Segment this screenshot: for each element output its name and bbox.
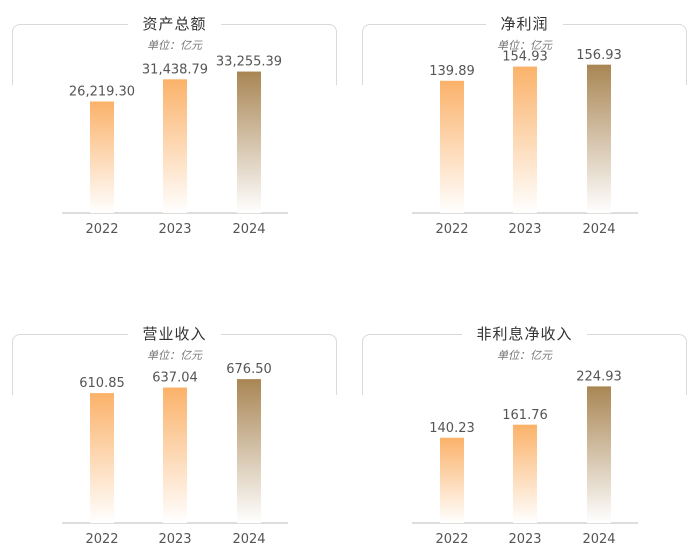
chart-header: 资产总额 单位：亿元 bbox=[12, 14, 337, 53]
bar-2024 bbox=[587, 386, 611, 523]
chart-panel-operating-revenue: 营业收入 单位：亿元 610.85 2022 637.04 2023 676.50 202… bbox=[12, 324, 337, 547]
bar-2024 bbox=[237, 379, 261, 523]
chart-header: 净利润 单位：亿元 bbox=[362, 14, 687, 53]
unit-label: 单位：亿元 bbox=[147, 349, 202, 362]
bar-2022 bbox=[90, 393, 114, 523]
bar-chart: 610.85 2022 637.04 2023 676.50 2024 bbox=[62, 362, 288, 547]
chart-title: 营业收入 bbox=[128, 324, 221, 344]
bar-top-edge bbox=[163, 79, 187, 82]
bar-2023 bbox=[163, 387, 187, 523]
bar-2023 bbox=[513, 424, 537, 523]
bar-top-edge bbox=[440, 437, 464, 441]
bar-chart: 139.89 2022 154.93 2023 156.93 2024 bbox=[412, 48, 638, 237]
chart-title: 资产总额 bbox=[128, 14, 221, 34]
bar-top-edge bbox=[513, 66, 537, 70]
x-tick-label: 2023 bbox=[158, 532, 191, 547]
data-label: 156.93 bbox=[576, 48, 622, 63]
x-tick-label: 2023 bbox=[508, 532, 541, 547]
x-tick-label: 2024 bbox=[582, 222, 615, 237]
x-tick-label: 2022 bbox=[435, 222, 468, 237]
data-label: 161.76 bbox=[502, 408, 548, 423]
x-tick-label: 2022 bbox=[435, 532, 468, 547]
bar-2022 bbox=[440, 80, 464, 213]
data-label: 637.04 bbox=[152, 371, 198, 386]
chart-panel-net-profit: 净利润 单位：亿元 139.89 2022 154.93 2023 156.93 2024 bbox=[362, 14, 687, 237]
bar-top-edge bbox=[90, 101, 114, 105]
bar-top-edge bbox=[587, 64, 611, 68]
x-tick-label: 2023 bbox=[158, 222, 191, 237]
x-tick-label: 2022 bbox=[85, 222, 118, 237]
bar-2023 bbox=[163, 79, 187, 214]
bar-top-edge bbox=[587, 386, 611, 389]
chart-header: 营业收入 单位：亿元 bbox=[12, 324, 337, 363]
data-label: 139.89 bbox=[429, 64, 475, 79]
chart-panel-total-assets: 资产总额 单位：亿元 26,219.30 2022 31,438.79 2023 33,… bbox=[12, 14, 337, 237]
data-label: 31,438.79 bbox=[142, 62, 208, 77]
chart-header: 非利息净收入 单位：亿元 bbox=[362, 324, 687, 363]
bar-2022 bbox=[440, 437, 464, 523]
bar-2023 bbox=[513, 66, 537, 214]
data-label: 676.50 bbox=[226, 362, 272, 377]
bar-top-edge bbox=[237, 379, 261, 382]
bar-top-edge bbox=[163, 387, 187, 391]
x-tick-label: 2023 bbox=[508, 222, 541, 237]
data-label: 26,219.30 bbox=[69, 85, 135, 100]
unit-label: 单位：亿元 bbox=[497, 39, 552, 52]
data-label: 224.93 bbox=[576, 369, 622, 384]
unit-label: 单位：亿元 bbox=[147, 39, 202, 52]
chart-panel-non-interest-income: 非利息净收入 单位：亿元 140.23 2022 161.76 2023 224.93 2… bbox=[362, 324, 687, 547]
data-label: 610.85 bbox=[79, 376, 125, 391]
bar-2024 bbox=[237, 71, 261, 213]
x-tick-label: 2024 bbox=[582, 532, 615, 547]
data-label: 33,255.39 bbox=[216, 55, 282, 70]
bar-2022 bbox=[90, 101, 114, 213]
x-tick-label: 2022 bbox=[85, 532, 118, 547]
bar-top-edge bbox=[513, 424, 537, 428]
bar-chart: 140.23 2022 161.76 2023 224.93 2024 bbox=[412, 369, 638, 547]
x-tick-label: 2024 bbox=[232, 222, 265, 237]
unit-label: 单位：亿元 bbox=[497, 349, 552, 362]
data-label: 154.93 bbox=[502, 50, 548, 65]
bar-top-edge bbox=[237, 71, 261, 75]
bar-chart: 26,219.30 2022 31,438.79 2023 33,255.39 2024 bbox=[62, 55, 288, 237]
chart-title: 非利息净收入 bbox=[462, 324, 587, 344]
x-tick-label: 2024 bbox=[232, 532, 265, 547]
bar-2024 bbox=[587, 64, 611, 213]
chart-title: 净利润 bbox=[486, 14, 563, 34]
bar-top-edge bbox=[440, 80, 464, 84]
bar-top-edge bbox=[90, 393, 114, 396]
data-label: 140.23 bbox=[429, 421, 475, 436]
